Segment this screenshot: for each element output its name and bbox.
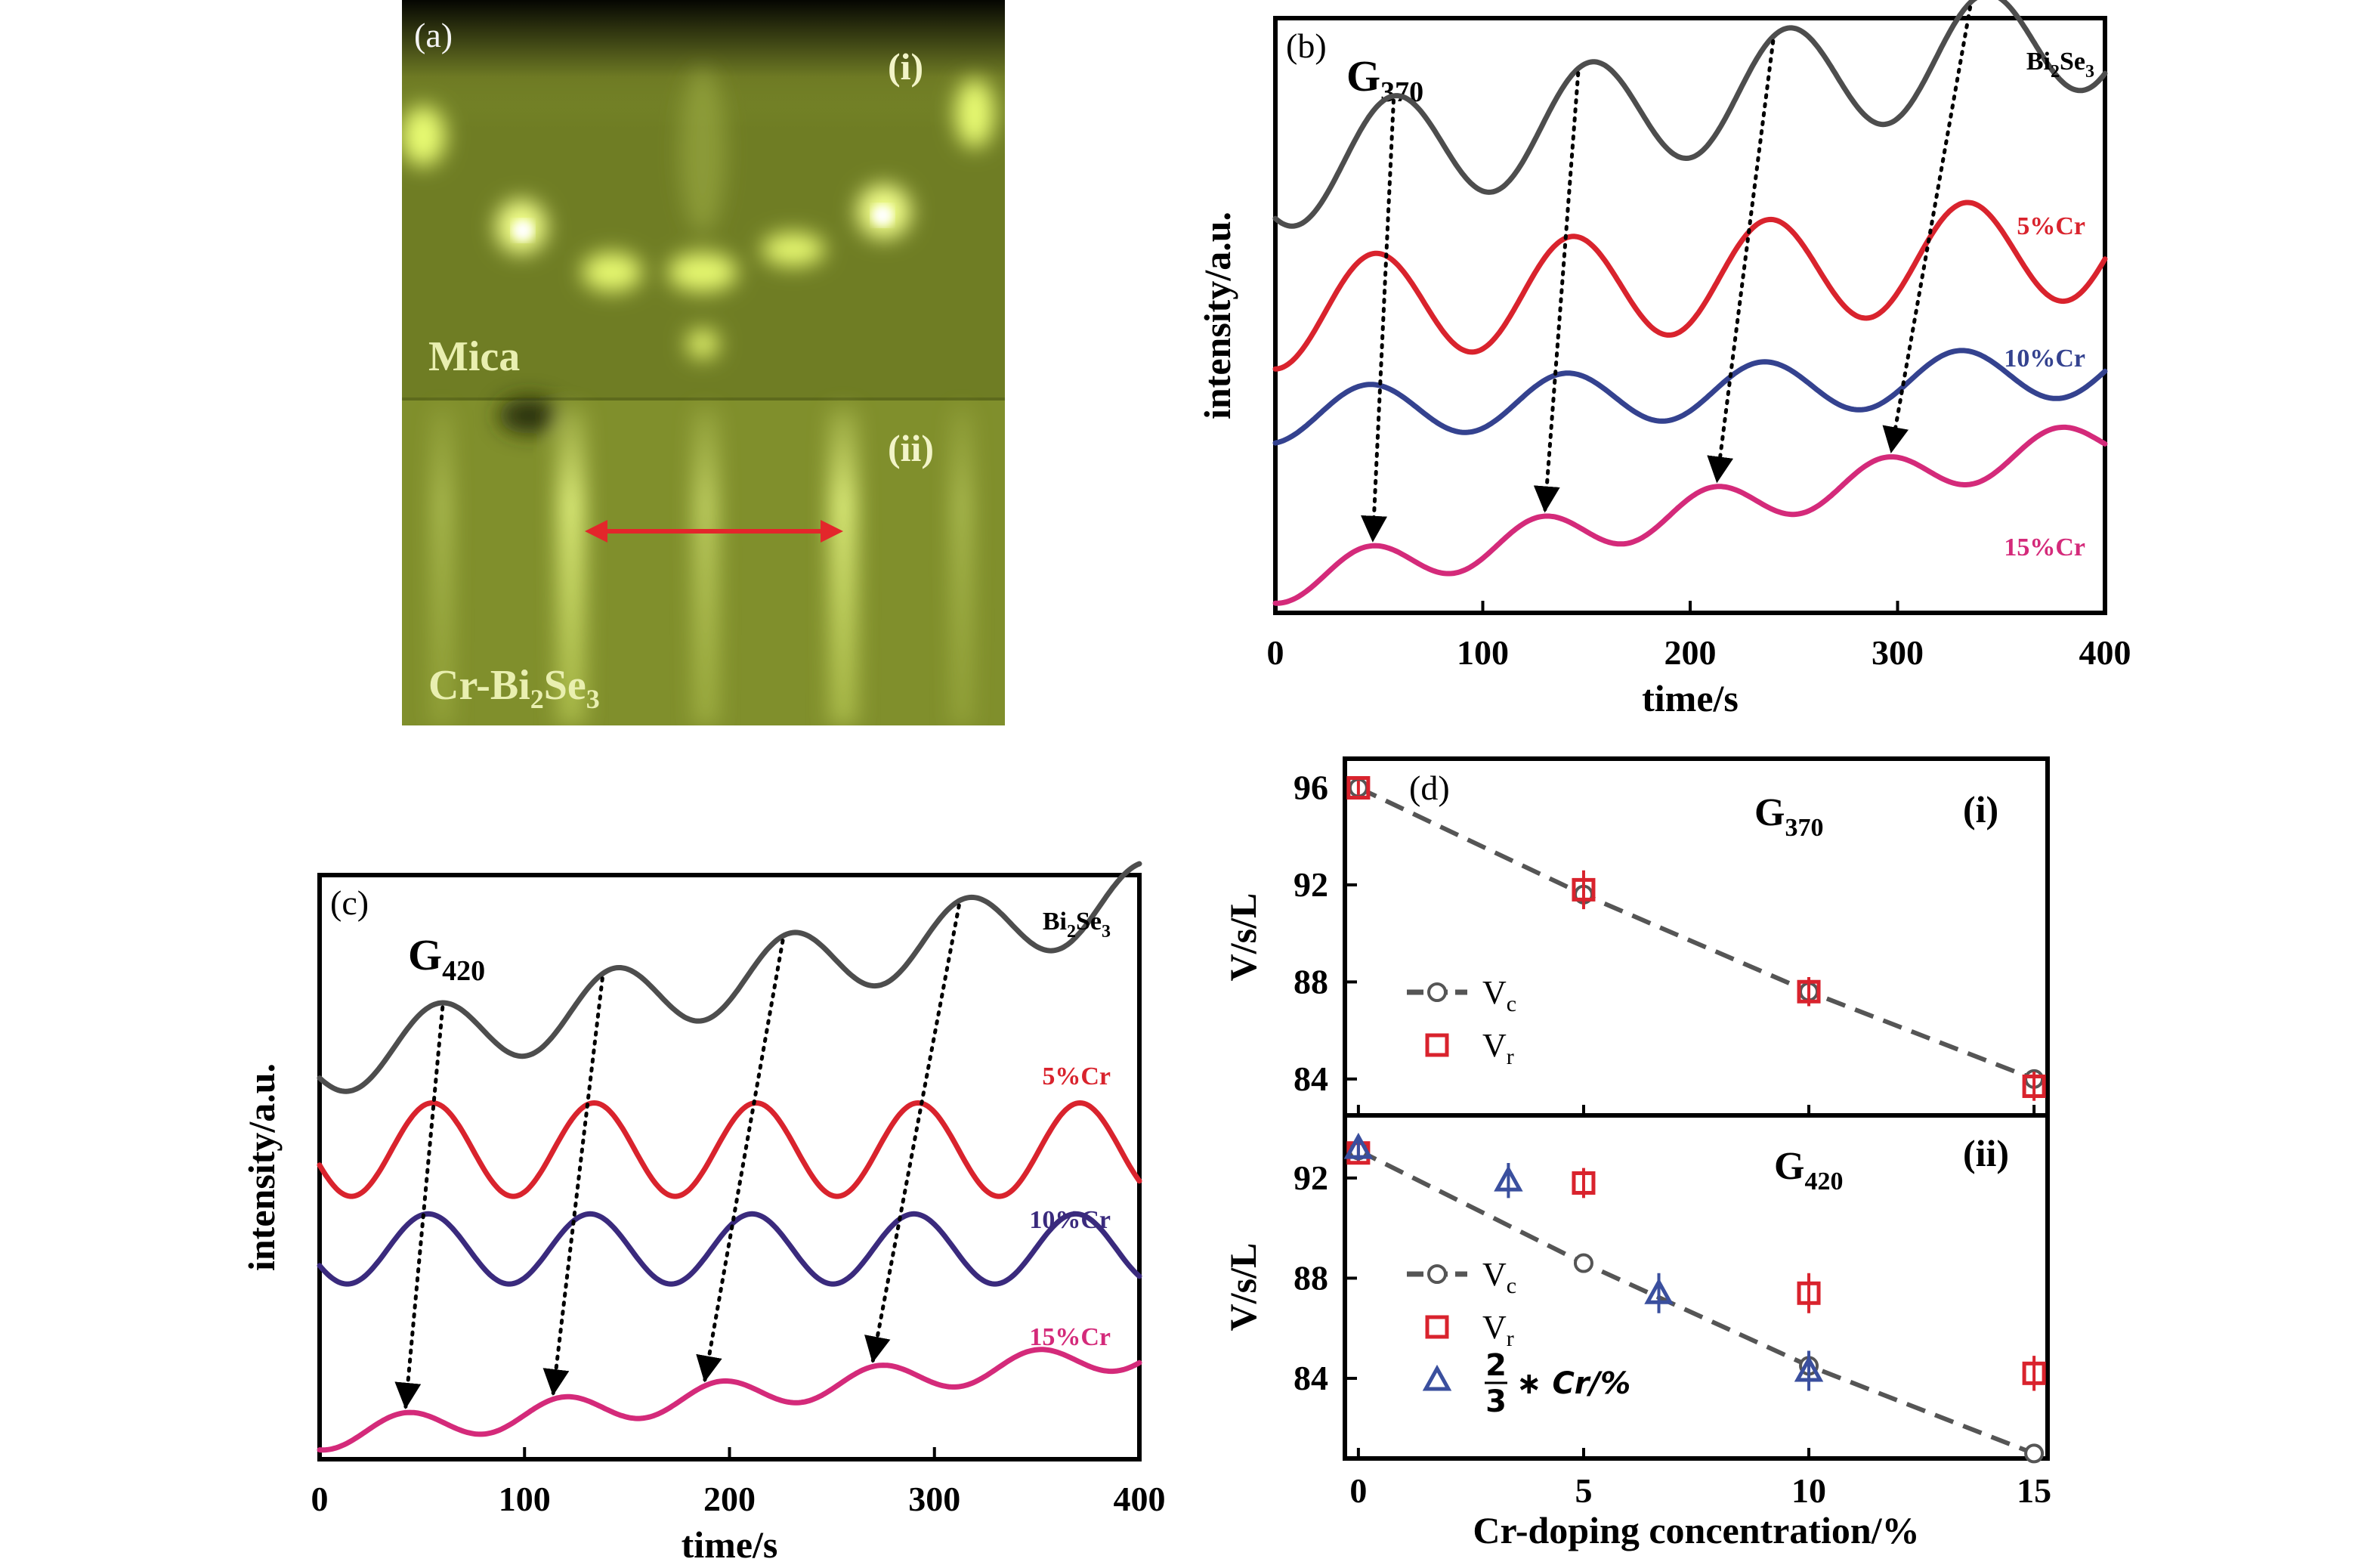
x-tick-label-d-ii: 10	[1791, 1471, 1826, 1510]
series-label-b-2: 10%Cr	[2004, 345, 2085, 373]
vr-point-d-i	[1346, 776, 1371, 800]
vr-point-d-ii	[1797, 1281, 1821, 1305]
legend-label-d-ii: Vc	[1482, 1256, 1516, 1298]
series-label-b-3: 15%Cr	[2004, 534, 2085, 561]
legend-label-d-ii: Vr	[1482, 1309, 1514, 1351]
legend-vc-marker-d-ii	[1427, 1264, 1447, 1284]
peak-arrow-c-2	[696, 939, 785, 1383]
bi2se3-streaks	[432, 397, 972, 725]
tri-point-d-ii	[1644, 1278, 1674, 1304]
vr-point-d-i	[2022, 1074, 2046, 1098]
peak-arrow-b-3	[1882, 5, 1973, 454]
x-tick-label-b: 300	[1872, 633, 1924, 672]
x-tick-label-b: 200	[1664, 633, 1717, 672]
peak-arrow-b-1	[1533, 71, 1581, 513]
cr-bi2se3-label: Cr-Bi2Se3	[428, 662, 600, 714]
series-line-c-2	[317, 1211, 1142, 1287]
series-label-c-2: 10%Cr	[1029, 1206, 1111, 1234]
y-tick-label-d-i: 96	[1294, 769, 1328, 807]
series-line-b-3	[1272, 424, 2108, 606]
x-axis-title-b: time/s	[1642, 677, 1739, 719]
legend-formula-d-ii: ∗ Cr/%	[1516, 1366, 1630, 1401]
roman-label-d-ii: (ii)	[1963, 1132, 2009, 1174]
x-tick-label-c: 300	[908, 1480, 960, 1518]
vr-point-d-ii	[1572, 1171, 1596, 1195]
vc-fit-line-d-i	[1357, 785, 2035, 1081]
series-label-c-0: Bi2Se3	[1043, 908, 1111, 942]
tri-point-d-ii	[1794, 1355, 1824, 1382]
chart-c-intensity-oscillation: 0 100 200 300 400 time/s intensity/a.u. (c) G420…	[240, 861, 1166, 1562]
vc-point-d-ii	[2024, 1443, 2045, 1464]
peak-arrow-c-0	[394, 1005, 445, 1409]
x-tick-label-d-ii: 15	[2017, 1471, 2051, 1510]
peak-arrow-c-1	[542, 976, 604, 1396]
group-label-d-i: G370	[1754, 791, 1823, 842]
y-tick-label-d-i: 92	[1294, 865, 1328, 904]
vc-point-d-ii	[1573, 1253, 1593, 1273]
x-tick-label-c: 200	[703, 1480, 756, 1518]
rheed-image-panel	[402, 0, 1005, 725]
chart-b-intensity-oscillation: 0 100 200 300 400time/sintensity/a.u.(b)G370…	[1196, 0, 2131, 719]
legend-frac-num-d-ii: 2	[1485, 1348, 1507, 1383]
x-axis-title-c: time/s	[682, 1523, 778, 1562]
panel-label-c: (c)	[330, 883, 369, 922]
series-label-c-1: 5%Cr	[1042, 1062, 1111, 1090]
legend-vr-marker-d-ii	[1425, 1315, 1449, 1339]
y-tick-label-d-ii: 84	[1294, 1359, 1328, 1397]
series-line-c-3	[317, 1347, 1142, 1453]
vr-point-d-i	[1572, 877, 1596, 902]
series-line-b-1	[1272, 200, 2108, 372]
vr-point-d-ii	[2022, 1361, 2046, 1385]
roman-label-d-i: (i)	[1963, 788, 1998, 830]
y-tick-label-d-i: 84	[1294, 1059, 1328, 1098]
legend-tri-marker-d-ii	[1422, 1364, 1452, 1391]
series-label-c-3: 15%Cr	[1029, 1323, 1111, 1351]
series-label-b-1: 5%Cr	[2017, 212, 2085, 240]
y-tick-label-d-ii: 92	[1294, 1158, 1328, 1197]
legend-frac-den-d-ii: 3	[1485, 1384, 1507, 1419]
vr-point-d-i	[1797, 979, 1821, 1004]
vc-fit-line-d-ii	[1357, 1148, 2035, 1456]
x-tick-label-b: 0	[1267, 633, 1284, 672]
x-tick-label-b: 400	[2079, 633, 2131, 672]
y-tick-label-d-i: 88	[1294, 962, 1328, 1001]
x-tick-label-d-ii: 0	[1349, 1471, 1367, 1510]
panel-label-b: (b)	[1286, 26, 1327, 65]
mica-label: Mica	[428, 333, 520, 380]
series-line-b-0	[1272, 0, 2108, 229]
x-tick-label-c: 0	[311, 1480, 329, 1518]
panel-a-roman-ii: (ii)	[888, 427, 934, 469]
tri-point-d-ii	[1494, 1165, 1523, 1192]
x-tick-label-d-ii: 5	[1575, 1471, 1592, 1510]
y-axis-title-c: intensity/a.u.	[240, 1063, 283, 1271]
series-line-b-2	[1272, 348, 2108, 446]
y-axis-title-b: intensity/a.u.	[1196, 212, 1238, 419]
series-label-b-0: Bi2Se3	[2026, 48, 2094, 82]
panel-label-d: (d)	[1409, 769, 1450, 807]
x-axis-title-d-ii: Cr-doping concentration/%	[1473, 1509, 1919, 1551]
y-axis-title-d-i: V/s/L	[1222, 893, 1264, 982]
y-tick-label-d-ii: 88	[1294, 1258, 1328, 1297]
x-tick-label-b: 100	[1457, 633, 1509, 672]
panel-a-roman-i: (i)	[888, 45, 923, 88]
y-axis-title-d-ii: V/s/L	[1222, 1243, 1264, 1332]
peak-arrow-b-2	[1707, 39, 1776, 484]
x-tick-label-c: 400	[1114, 1480, 1166, 1518]
legend-vc-marker-d-i	[1427, 982, 1447, 1002]
legend-vr-marker-d-i	[1425, 1033, 1449, 1057]
plot-frame-d-ii	[1343, 1113, 2050, 1461]
panel-label-a: (a)	[414, 16, 453, 54]
tri-point-d-ii	[1343, 1132, 1374, 1159]
legend-label-d-i: Vr	[1482, 1027, 1514, 1069]
chart-d-growth-rate: 84 88 92 96 V/s/L (d) (i) G370 Vc Vr 84 88 92 0 5 10 15 C…	[1222, 756, 2051, 1551]
plot-frame-d-i	[1343, 756, 2050, 1118]
peak-arrow-b-0	[1361, 98, 1396, 543]
legend-label-d-i: Vc	[1482, 974, 1516, 1016]
series-line-c-1	[317, 1100, 1142, 1199]
group-label-c: G420	[408, 930, 485, 987]
group-label-d-ii: G420	[1774, 1145, 1843, 1195]
series-line-c-0	[317, 861, 1142, 1094]
x-tick-label-c: 100	[499, 1480, 551, 1518]
